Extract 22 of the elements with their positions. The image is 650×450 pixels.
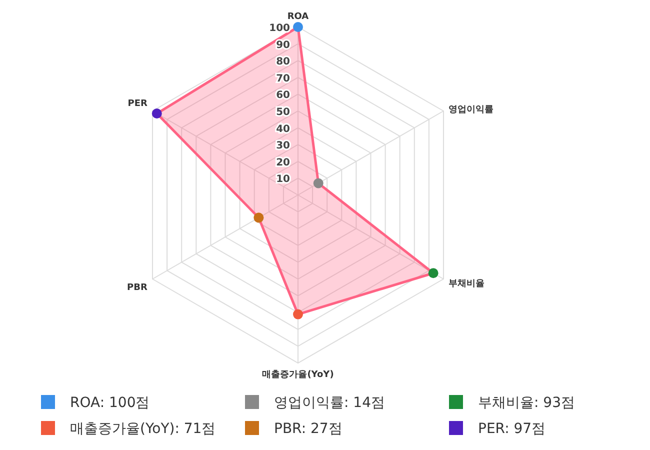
y-tick-label: 70 (276, 73, 290, 84)
y-tick-label: 30 (276, 140, 290, 152)
text: ROA: 100점 (70, 395, 150, 411)
text: 영업이익률: 14점 (274, 395, 385, 411)
y-tick-label: 100 (269, 23, 290, 34)
text: PER: 97점 (478, 421, 546, 437)
spoke-label: 영업이익률 (448, 105, 494, 116)
y-tick-label: 60 (276, 90, 290, 102)
y-tick-label: 80 (276, 56, 290, 68)
y-tick-label: 20 (276, 157, 290, 168)
text: PBR: 27점 (274, 421, 342, 437)
spoke-label: 매출증가율(YoY) (262, 368, 334, 380)
y-tick-label: 10 (276, 174, 290, 186)
spoke-label: PBR (127, 282, 148, 293)
text: 매출증가율(YoY): 71점 (70, 421, 216, 437)
spoke-label: ROA (287, 12, 309, 22)
spoke-label: 부채비율 (448, 278, 485, 289)
y-tick-label: 90 (276, 40, 290, 51)
y-tick-label: 50 (276, 107, 290, 118)
y-tick-label: 40 (276, 124, 290, 135)
text: 부채비율: 93점 (478, 395, 575, 411)
spoke-label: PER (128, 99, 148, 110)
